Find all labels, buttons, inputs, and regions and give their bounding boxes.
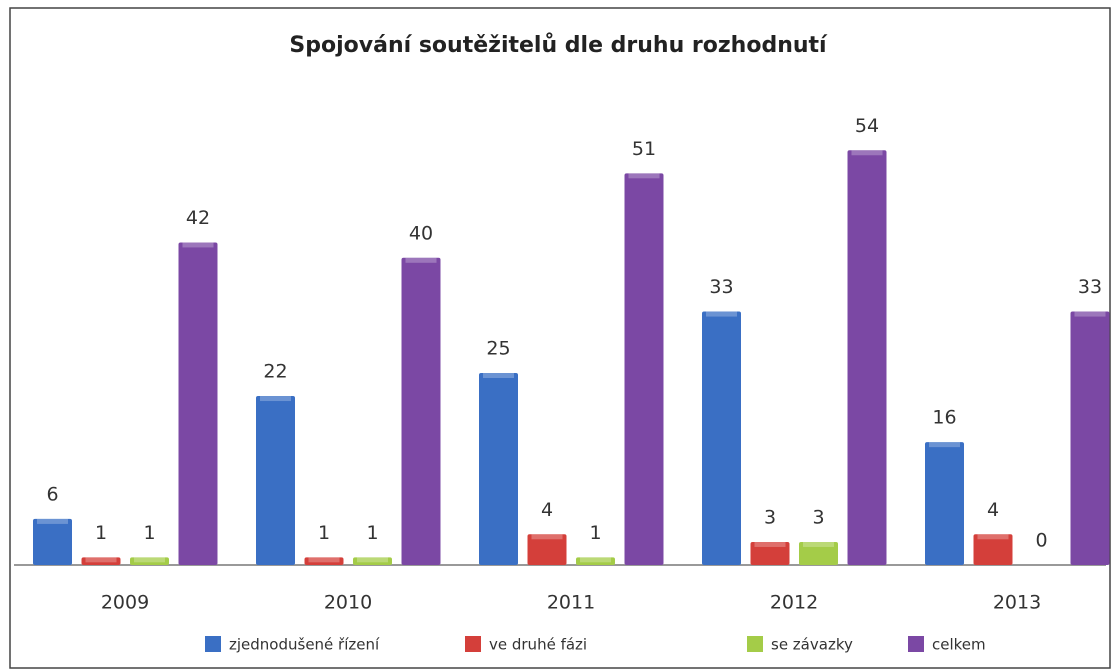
value-label: 22 (263, 361, 287, 383)
bar (624, 173, 664, 565)
bar-highlight (1074, 311, 1106, 317)
bar (702, 311, 741, 565)
legend-label: zjednodušené řízení (229, 636, 380, 654)
bar-highlight (803, 541, 834, 547)
bar-highlight (405, 257, 437, 263)
value-label: 51 (632, 138, 656, 160)
x-tick-label: 2009 (101, 592, 149, 614)
bar-highlight (929, 442, 960, 448)
bar (304, 557, 344, 565)
value-label: 1 (143, 522, 155, 544)
frame (9, 7, 1111, 669)
value-label: 3 (812, 506, 824, 528)
bar-highlight (37, 518, 68, 524)
bar (847, 150, 887, 565)
x-tick-label: 2013 (993, 592, 1041, 614)
value-label: 33 (1078, 276, 1102, 298)
value-label: 6 (46, 483, 58, 505)
bar-highlight (977, 534, 1009, 540)
legend-swatch (205, 636, 221, 652)
bar (479, 373, 518, 565)
bar (33, 518, 72, 565)
bar (750, 541, 790, 565)
bar (178, 242, 218, 565)
bar-highlight (706, 311, 737, 317)
bar-highlight (308, 557, 340, 563)
bar-highlight (851, 150, 883, 156)
bar (527, 534, 567, 565)
x-tick-label: 2012 (770, 592, 818, 614)
bar-highlight (85, 557, 117, 563)
bar (256, 396, 295, 565)
value-label: 1 (95, 522, 107, 544)
bar-highlight (182, 242, 214, 248)
bar (576, 557, 615, 565)
value-label: 0 (1035, 530, 1047, 552)
legend-label: celkem (932, 636, 986, 654)
bar (1070, 311, 1110, 565)
value-label: 42 (186, 207, 210, 229)
legend-swatch (465, 636, 481, 652)
bar-highlight (483, 373, 514, 378)
value-label: 54 (855, 115, 879, 137)
value-label: 40 (409, 222, 433, 244)
bar-highlight (134, 557, 165, 563)
value-label: 1 (366, 522, 378, 544)
legend-label: ve druhé fázi (489, 636, 587, 654)
value-label: 33 (709, 276, 733, 298)
value-label: 1 (318, 522, 330, 544)
bar-highlight (580, 557, 611, 563)
x-tick-label: 2010 (324, 592, 372, 614)
bar (401, 257, 441, 565)
x-tick-label: 2011 (547, 592, 595, 614)
bar-highlight (628, 173, 660, 179)
bar (130, 557, 169, 565)
bar-highlight (357, 557, 388, 563)
bar (81, 557, 121, 565)
bar-highlight (531, 534, 563, 540)
value-label: 16 (932, 407, 956, 429)
value-label: 4 (541, 499, 553, 521)
value-label: 1 (589, 522, 601, 544)
value-label: 4 (987, 499, 999, 521)
chart-title: Spojování soutěžitelů dle druhu rozhodnu… (289, 33, 828, 58)
legend-swatch (747, 636, 763, 652)
bar-highlight (260, 396, 291, 402)
bar (973, 534, 1013, 565)
legend-swatch (908, 636, 924, 652)
value-label: 25 (486, 338, 510, 360)
legend-label: se závazky (771, 636, 853, 654)
bar-highlight (754, 541, 786, 547)
value-label: 3 (764, 506, 776, 528)
bar (353, 557, 392, 565)
bar (799, 541, 838, 565)
bar (925, 442, 964, 565)
